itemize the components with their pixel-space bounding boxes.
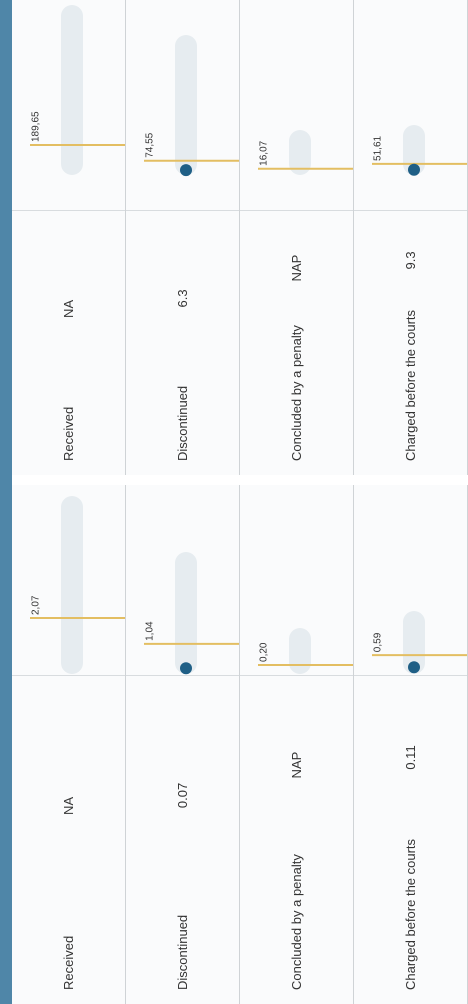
reference-label: 0,59 <box>373 632 384 652</box>
table-row: Charged before the courts 9.3 51,61 <box>354 0 468 475</box>
row-text: Discontinued 0.07 <box>126 675 239 1004</box>
range-pill <box>175 35 197 175</box>
value-dot <box>408 661 420 674</box>
panel: Received NA 2,07 Discontinued 0.07 1,04 Conclu… <box>12 485 468 1004</box>
row-label: Charged before the courts <box>403 838 418 990</box>
row-value: 9.3 <box>403 251 418 270</box>
value-dot <box>180 164 192 177</box>
reference-label: 1,04 <box>145 621 156 641</box>
row-value: NA <box>61 299 76 318</box>
reference-label: 2,07 <box>31 595 42 615</box>
table-row: Discontinued 6.3 74,55 <box>126 0 240 475</box>
value-dot <box>180 662 192 675</box>
row-text: Concluded by a penalty NAP <box>240 210 353 475</box>
panel: Received NA 189,65 Discontinued 6.3 74,55 Conc… <box>12 0 468 475</box>
reference-label: 0,20 <box>259 642 270 662</box>
table-row: Received NA 189,65 <box>12 0 126 475</box>
row-value: 0.11 <box>403 745 418 770</box>
row-label: Discontinued <box>175 914 190 990</box>
table-row: Charged before the courts 0.11 0,59 <box>354 485 468 1004</box>
row-bars: 1,04 <box>144 552 239 675</box>
table-row: Concluded by a penalty NAP 16,07 <box>240 0 354 475</box>
row-bars: 2,07 <box>30 496 125 674</box>
row-value: 6.3 <box>175 289 190 308</box>
row-label: Discontinued <box>175 385 190 461</box>
row-bars: 74,55 <box>144 35 239 177</box>
row-label: Concluded by a penalty <box>289 325 304 461</box>
reference-label: 16,07 <box>259 140 270 165</box>
row-bars: 16,07 <box>258 130 353 175</box>
row-text: Charged before the courts 0.11 <box>354 675 467 1004</box>
table-row: Concluded by a penalty NAP 0,20 <box>240 485 354 1004</box>
row-text: Charged before the courts 9.3 <box>354 210 467 475</box>
reference-label: 51,61 <box>373 135 384 160</box>
table-row: Discontinued 0.07 1,04 <box>126 485 240 1004</box>
accent-bar <box>0 0 12 1004</box>
reference-label: 189,65 <box>31 111 42 142</box>
row-text: Concluded by a penalty NAP <box>240 675 353 1004</box>
range-pill <box>403 611 425 674</box>
table-row: Received NA 2,07 <box>12 485 126 1004</box>
row-bars: 189,65 <box>30 5 125 175</box>
row-text: Received NA <box>12 675 125 1004</box>
row-label: Received <box>61 406 76 461</box>
range-pill <box>61 5 83 175</box>
row-bars: 51,61 <box>372 125 467 176</box>
range-pill <box>175 552 197 674</box>
reference-label: 74,55 <box>145 132 156 157</box>
row-value: NA <box>61 796 76 815</box>
row-bars: 0,20 <box>258 628 353 674</box>
row-label: Concluded by a penalty <box>289 854 304 990</box>
range-pill <box>61 496 83 674</box>
row-bars: 0,59 <box>372 611 467 674</box>
row-value: NAP <box>289 751 304 779</box>
row-text: Discontinued 6.3 <box>126 210 239 475</box>
row-label: Charged before the courts <box>403 309 418 461</box>
row-label: Received <box>61 935 76 990</box>
range-pill <box>289 628 311 674</box>
row-value: 0.07 <box>175 782 190 809</box>
range-pill <box>289 130 311 175</box>
value-dot <box>408 163 420 176</box>
row-text: Received NA <box>12 210 125 475</box>
row-value: NAP <box>289 254 304 282</box>
range-pill <box>403 125 425 175</box>
